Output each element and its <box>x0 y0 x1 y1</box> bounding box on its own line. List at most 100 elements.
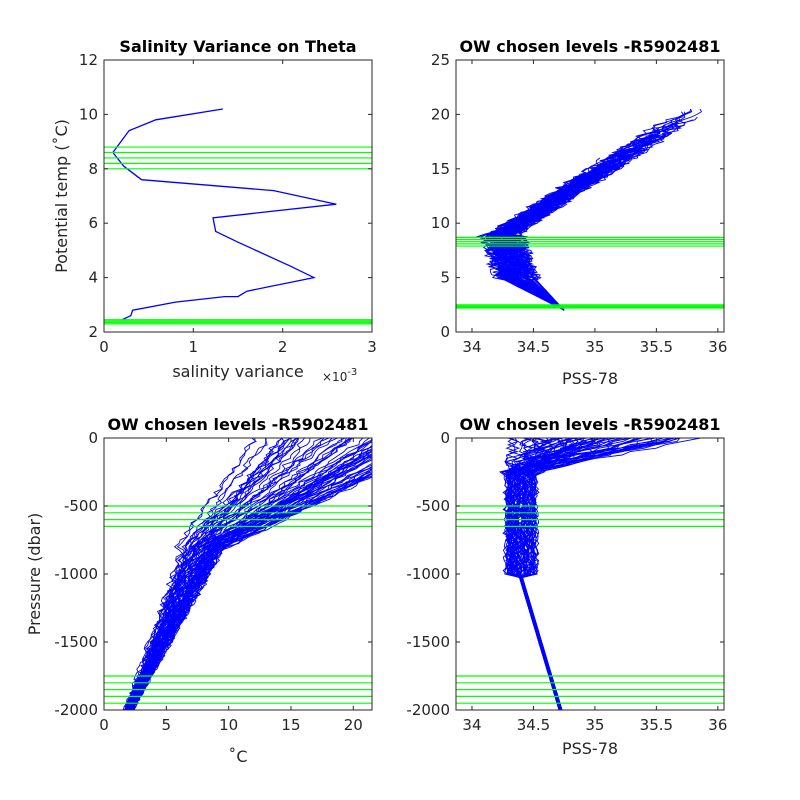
profile-line <box>126 438 257 710</box>
y-tick-label: -2000 <box>406 701 450 719</box>
x-tick-label: 35 <box>585 338 604 356</box>
profile-line <box>515 438 682 710</box>
panel-1-title: Salinity Variance on Theta <box>119 37 356 56</box>
profile-line <box>508 122 683 311</box>
profile-line <box>521 438 670 710</box>
panel-1-ylabel: Potential temp (˚C) <box>52 119 71 273</box>
x-tick-label: 36 <box>708 338 727 356</box>
x-tick-label: 35.5 <box>640 716 673 734</box>
profile-lines <box>498 438 701 710</box>
y-tick-label: 8 <box>88 160 98 178</box>
y-tick-label: 4 <box>88 269 98 287</box>
panel-1-plot-area <box>104 108 372 325</box>
y-tick-label: 0 <box>88 429 98 447</box>
profile-line <box>520 438 676 710</box>
y-tick-label: 0 <box>440 323 450 341</box>
profile-line <box>521 438 652 710</box>
profile-line <box>516 438 605 710</box>
y-tick-label: 25 <box>431 51 450 69</box>
profile-line <box>511 133 668 311</box>
profile-line <box>521 438 678 710</box>
x-tick-label: 1 <box>189 338 199 356</box>
profile-line <box>518 438 681 710</box>
y-tick-label: 20 <box>431 105 450 123</box>
panel-1-axes-box <box>103 59 373 333</box>
y-tick-label: 10 <box>79 105 98 123</box>
panel-1-x-exponent-base: ×10 <box>322 370 347 384</box>
y-tick-label: -1000 <box>54 565 98 583</box>
profile-line <box>129 457 372 710</box>
profile-line <box>521 438 654 710</box>
x-tick-label: 34.5 <box>517 716 550 734</box>
panel-3-ylabel: Pressure (dbar) <box>25 513 44 636</box>
panel-4-axes-box <box>455 437 725 711</box>
panel-1-x-exponent: ×10-3 <box>322 367 357 384</box>
panel-4-xlabel: PSS-78 <box>562 739 618 758</box>
y-tick-label: -1000 <box>406 565 450 583</box>
y-tick-label: 6 <box>88 214 98 232</box>
x-tick-label: 10 <box>219 716 238 734</box>
profile-line <box>129 451 372 710</box>
y-tick-label: -500 <box>416 497 450 515</box>
panel-2-axes-box <box>455 59 725 333</box>
profile-line <box>127 471 372 710</box>
profile-line <box>130 438 311 710</box>
profile-line <box>521 438 643 710</box>
y-tick-label: 2 <box>88 323 98 341</box>
panel-2-xlabel: PSS-78 <box>562 369 618 388</box>
y-tick-label: -1500 <box>406 633 450 651</box>
profile-line <box>130 438 286 710</box>
x-tick-label: 3 <box>367 338 377 356</box>
x-tick-label: 0 <box>99 716 109 734</box>
panel-1-x-exponent-power: -3 <box>347 367 357 378</box>
profile-line <box>480 160 606 311</box>
panel-2-title: OW chosen levels -R5902481 <box>459 37 720 56</box>
profile-line <box>132 438 353 710</box>
y-tick-label: -2000 <box>54 701 98 719</box>
x-tick-label: 5 <box>162 716 172 734</box>
panel-1-xlabel: salinity variance <box>172 362 303 381</box>
panel-4-title: OW chosen levels -R5902481 <box>459 415 720 434</box>
profile-line <box>475 157 604 311</box>
x-tick-label: 34 <box>462 338 481 356</box>
y-tick-label: 15 <box>431 160 450 178</box>
profile-line <box>127 438 333 710</box>
y-tick-label: 5 <box>440 269 450 287</box>
y-tick-label: 10 <box>431 214 450 232</box>
y-tick-label: 0 <box>440 429 450 447</box>
profile-line <box>503 438 560 710</box>
profile-line <box>125 473 372 710</box>
profile-line <box>519 438 672 710</box>
profile-line <box>126 438 256 710</box>
profile-line <box>521 438 656 710</box>
x-tick-label: 15 <box>281 716 300 734</box>
profile-line <box>515 438 673 710</box>
panel-3-plot-area <box>104 438 372 710</box>
profile-line <box>131 472 372 710</box>
x-tick-label: 2 <box>278 338 288 356</box>
panel-3-title: OW chosen levels -R5902481 <box>107 415 368 434</box>
profile-line <box>129 470 372 710</box>
y-tick-label: -1500 <box>54 633 98 651</box>
profile-line <box>130 438 299 710</box>
x-tick-label: 35 <box>585 716 604 734</box>
profile-line <box>495 127 660 311</box>
y-tick-label: -500 <box>64 497 98 515</box>
x-tick-label: 0 <box>99 338 109 356</box>
profile-lines <box>475 108 703 311</box>
profile-line <box>521 438 631 710</box>
y-tick-label: 12 <box>79 51 98 69</box>
panel-4-plot-area <box>456 438 724 710</box>
salinity-variance-line <box>112 108 337 321</box>
profile-line <box>489 138 648 311</box>
x-tick-label: 35.5 <box>640 338 673 356</box>
x-tick-label: 34.5 <box>517 338 550 356</box>
profile-line <box>520 438 669 710</box>
panel-2-plot-area <box>456 108 724 311</box>
panel-3-xlabel: ˚C <box>228 747 247 766</box>
x-tick-label: 20 <box>344 716 363 734</box>
x-tick-label: 34 <box>462 716 481 734</box>
x-tick-label: 36 <box>708 716 727 734</box>
profile-lines <box>122 438 372 710</box>
